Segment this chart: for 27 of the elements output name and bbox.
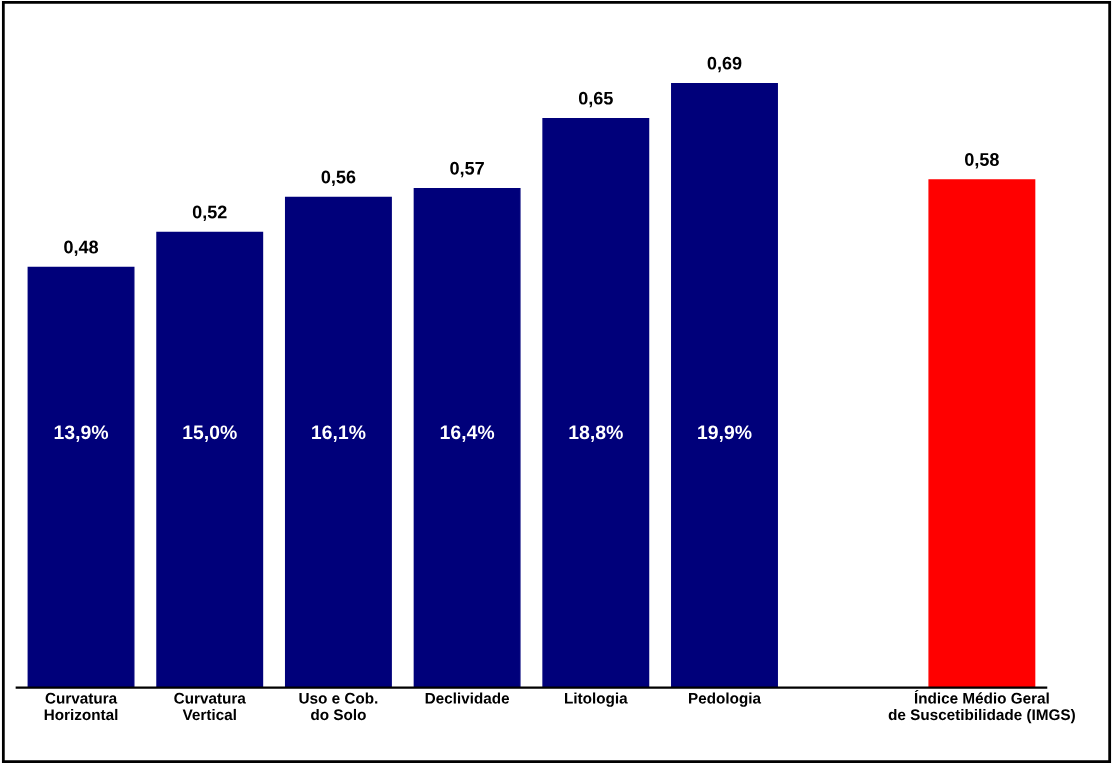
bar [542,117,650,688]
bar [413,188,521,688]
data-label: 0,56 [321,170,356,187]
annotation: 18,8% [569,425,623,442]
x-tick-label: Curvatura Horizontal [44,692,118,721]
data-label: 0,65 [578,91,613,108]
x-tick-label: Índice Médio Geral de Suscetibilidade (IMGS) [888,689,1075,724]
x-tick-label: Declividade [425,692,510,704]
data-label: 0,57 [450,161,484,178]
annotation: 13,9% [54,425,109,442]
bar [156,231,264,688]
data-label: 0,58 [965,153,999,169]
x-tick-label: Litologia [565,692,628,707]
annotation: 16,1% [312,425,366,442]
annotation: 15,0% [183,425,237,442]
x-tick-label: Uso e Cob. do Solo [299,692,378,721]
annotation: 16,4% [440,425,495,442]
data-label: 0,48 [64,240,99,257]
x-tick-label: Curvatura Vertical [174,692,246,721]
x-tick-label: Pedologia [689,692,762,707]
data-label: 0,69 [707,56,742,73]
data-label: 0,52 [192,205,227,222]
bar [671,82,778,688]
bar [928,179,1036,688]
bar [284,196,392,688]
annotation: 19,9% [698,425,752,442]
bar [27,266,135,688]
